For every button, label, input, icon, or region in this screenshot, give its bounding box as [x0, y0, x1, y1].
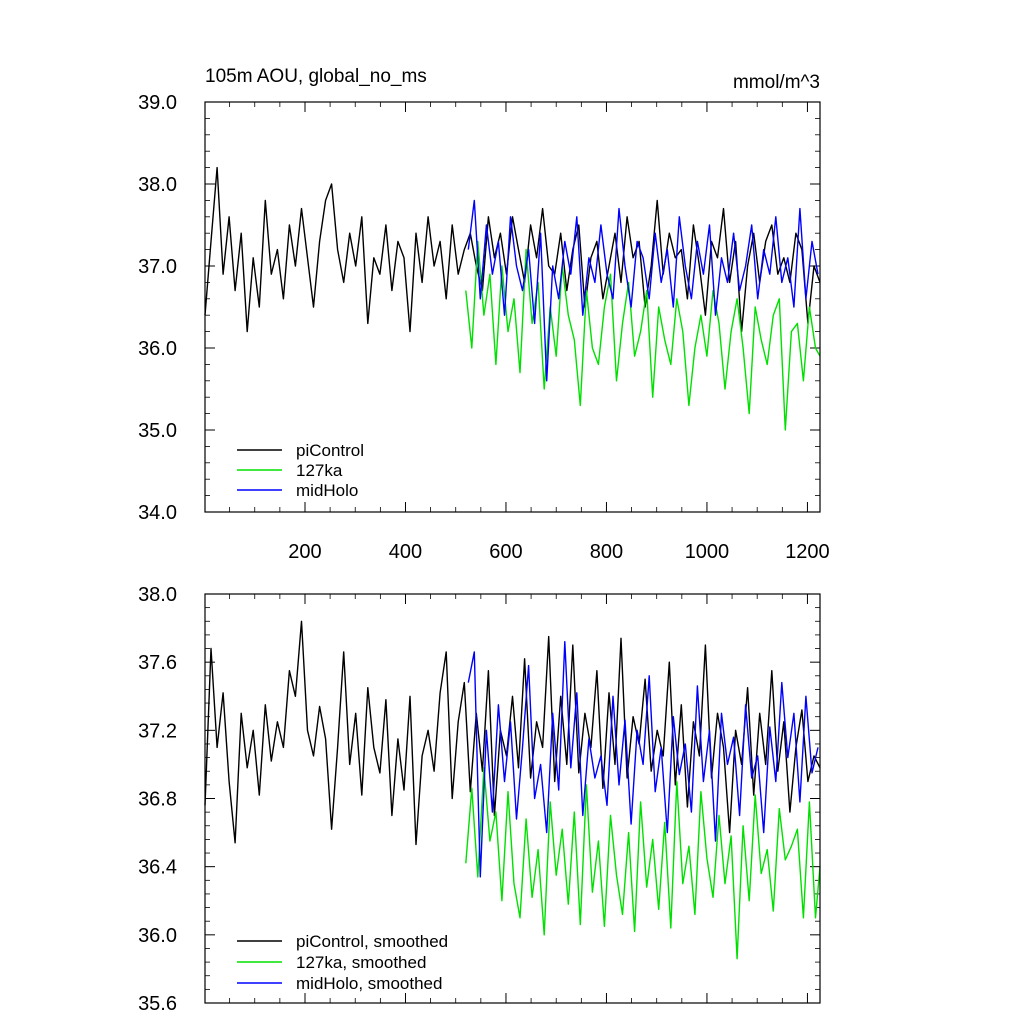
y-tick-label: 37.6: [138, 652, 177, 674]
bottom-plot-frame: [204, 593, 821, 1004]
y-tick-label: 35.6: [138, 993, 177, 1015]
x-tick-label: 800: [590, 541, 623, 563]
x-tick-label: 400: [389, 541, 422, 563]
series-line-midholo-smoothed: [467, 641, 819, 878]
legend-label-picontrol-smoothed: piControl, smoothed: [296, 932, 448, 951]
chart-title: 105m AOU, global_no_ms: [205, 66, 427, 87]
series-line-picontrol: [204, 166, 821, 333]
y-tick-label: 37.2: [138, 720, 177, 742]
x-tick-label: 200: [288, 541, 321, 563]
legend-label-picontrol: piControl: [296, 441, 364, 460]
series-line-picontrol-smoothed: [204, 620, 821, 846]
legend-label-127ka-smoothed: 127ka, smoothed: [296, 953, 426, 972]
top-plot-frame: [204, 101, 821, 513]
y-tick-label: 39.0: [138, 92, 177, 114]
x-tick-label: 1200: [785, 541, 830, 563]
x-tick-label: 1000: [685, 541, 730, 563]
units-label: mmol/m^3: [733, 72, 820, 93]
y-tick-label: 38.0: [138, 174, 177, 196]
series-line-midholo: [467, 199, 819, 382]
y-tick-label: 36.4: [138, 857, 177, 879]
y-tick-label: 36.0: [138, 925, 177, 947]
y-tick-label: 36.0: [138, 338, 177, 360]
x-tick-label: 600: [489, 541, 522, 563]
y-tick-label: 37.0: [138, 256, 177, 278]
y-tick-label: 38.0: [138, 584, 177, 606]
legend-label-127ka: 127ka: [296, 461, 343, 480]
series-line-127ka-smoothed: [465, 767, 821, 960]
legend-label-midholo-smoothed: midHolo, smoothed: [296, 974, 442, 993]
y-tick-label: 34.0: [138, 502, 177, 524]
series-line-127ka: [465, 240, 821, 431]
y-tick-label: 36.8: [138, 789, 177, 811]
y-tick-label: 35.0: [138, 420, 177, 442]
legend-label-midholo: midHolo: [296, 481, 358, 500]
top-panel: 105m AOU, global_no_ms mmol/m^3 34.0 35.0…: [138, 66, 830, 563]
bottom-panel: 35.6 36.0 36.4 36.8 37.2 37.6 38.0 piControl, s…: [138, 584, 821, 1015]
